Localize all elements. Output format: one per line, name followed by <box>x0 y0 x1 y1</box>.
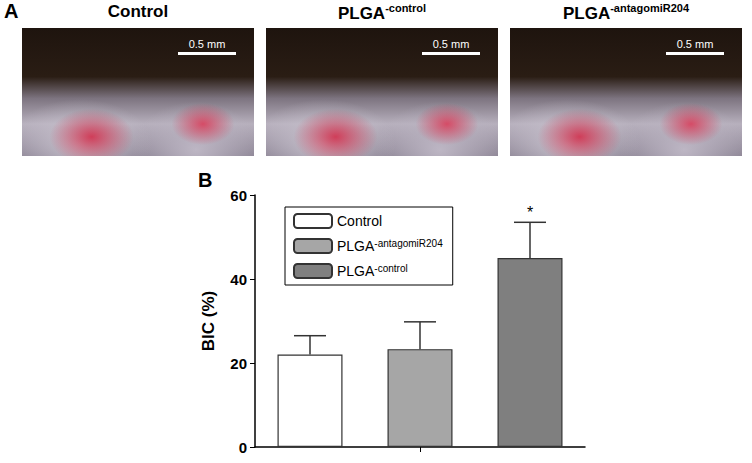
svg-text:Control: Control <box>337 213 382 229</box>
svg-text:0: 0 <box>239 439 247 456</box>
html-text:Control: Control <box>107 2 169 21</box>
html-text:0.5 mm: 0.5 mm <box>676 38 714 50</box>
html-text:PLGA-antagomiR204: PLGA-antagomiR204 <box>563 2 689 23</box>
svg-text:PLGA: PLGA <box>337 263 375 279</box>
svg-text:BIC (%): BIC (%) <box>199 291 218 351</box>
svg-text:40: 40 <box>230 271 247 288</box>
html-text:0.5 mm: 0.5 mm <box>432 38 470 50</box>
svg-text:-control: -control <box>374 263 407 274</box>
svg-text:*: * <box>527 204 533 221</box>
html-text:0.5 mm: 0.5 mm <box>188 38 226 50</box>
html-text:PLGA-control: PLGA-control <box>337 2 427 23</box>
svg-text:-antagomiR204: -antagomiR204 <box>374 238 443 249</box>
svg-text:60: 60 <box>230 187 247 204</box>
svg-text:20: 20 <box>230 355 247 372</box>
svg-text:B: B <box>198 169 212 191</box>
svg-text:PLGA: PLGA <box>337 238 375 254</box>
html-text:A: A <box>4 0 19 22</box>
